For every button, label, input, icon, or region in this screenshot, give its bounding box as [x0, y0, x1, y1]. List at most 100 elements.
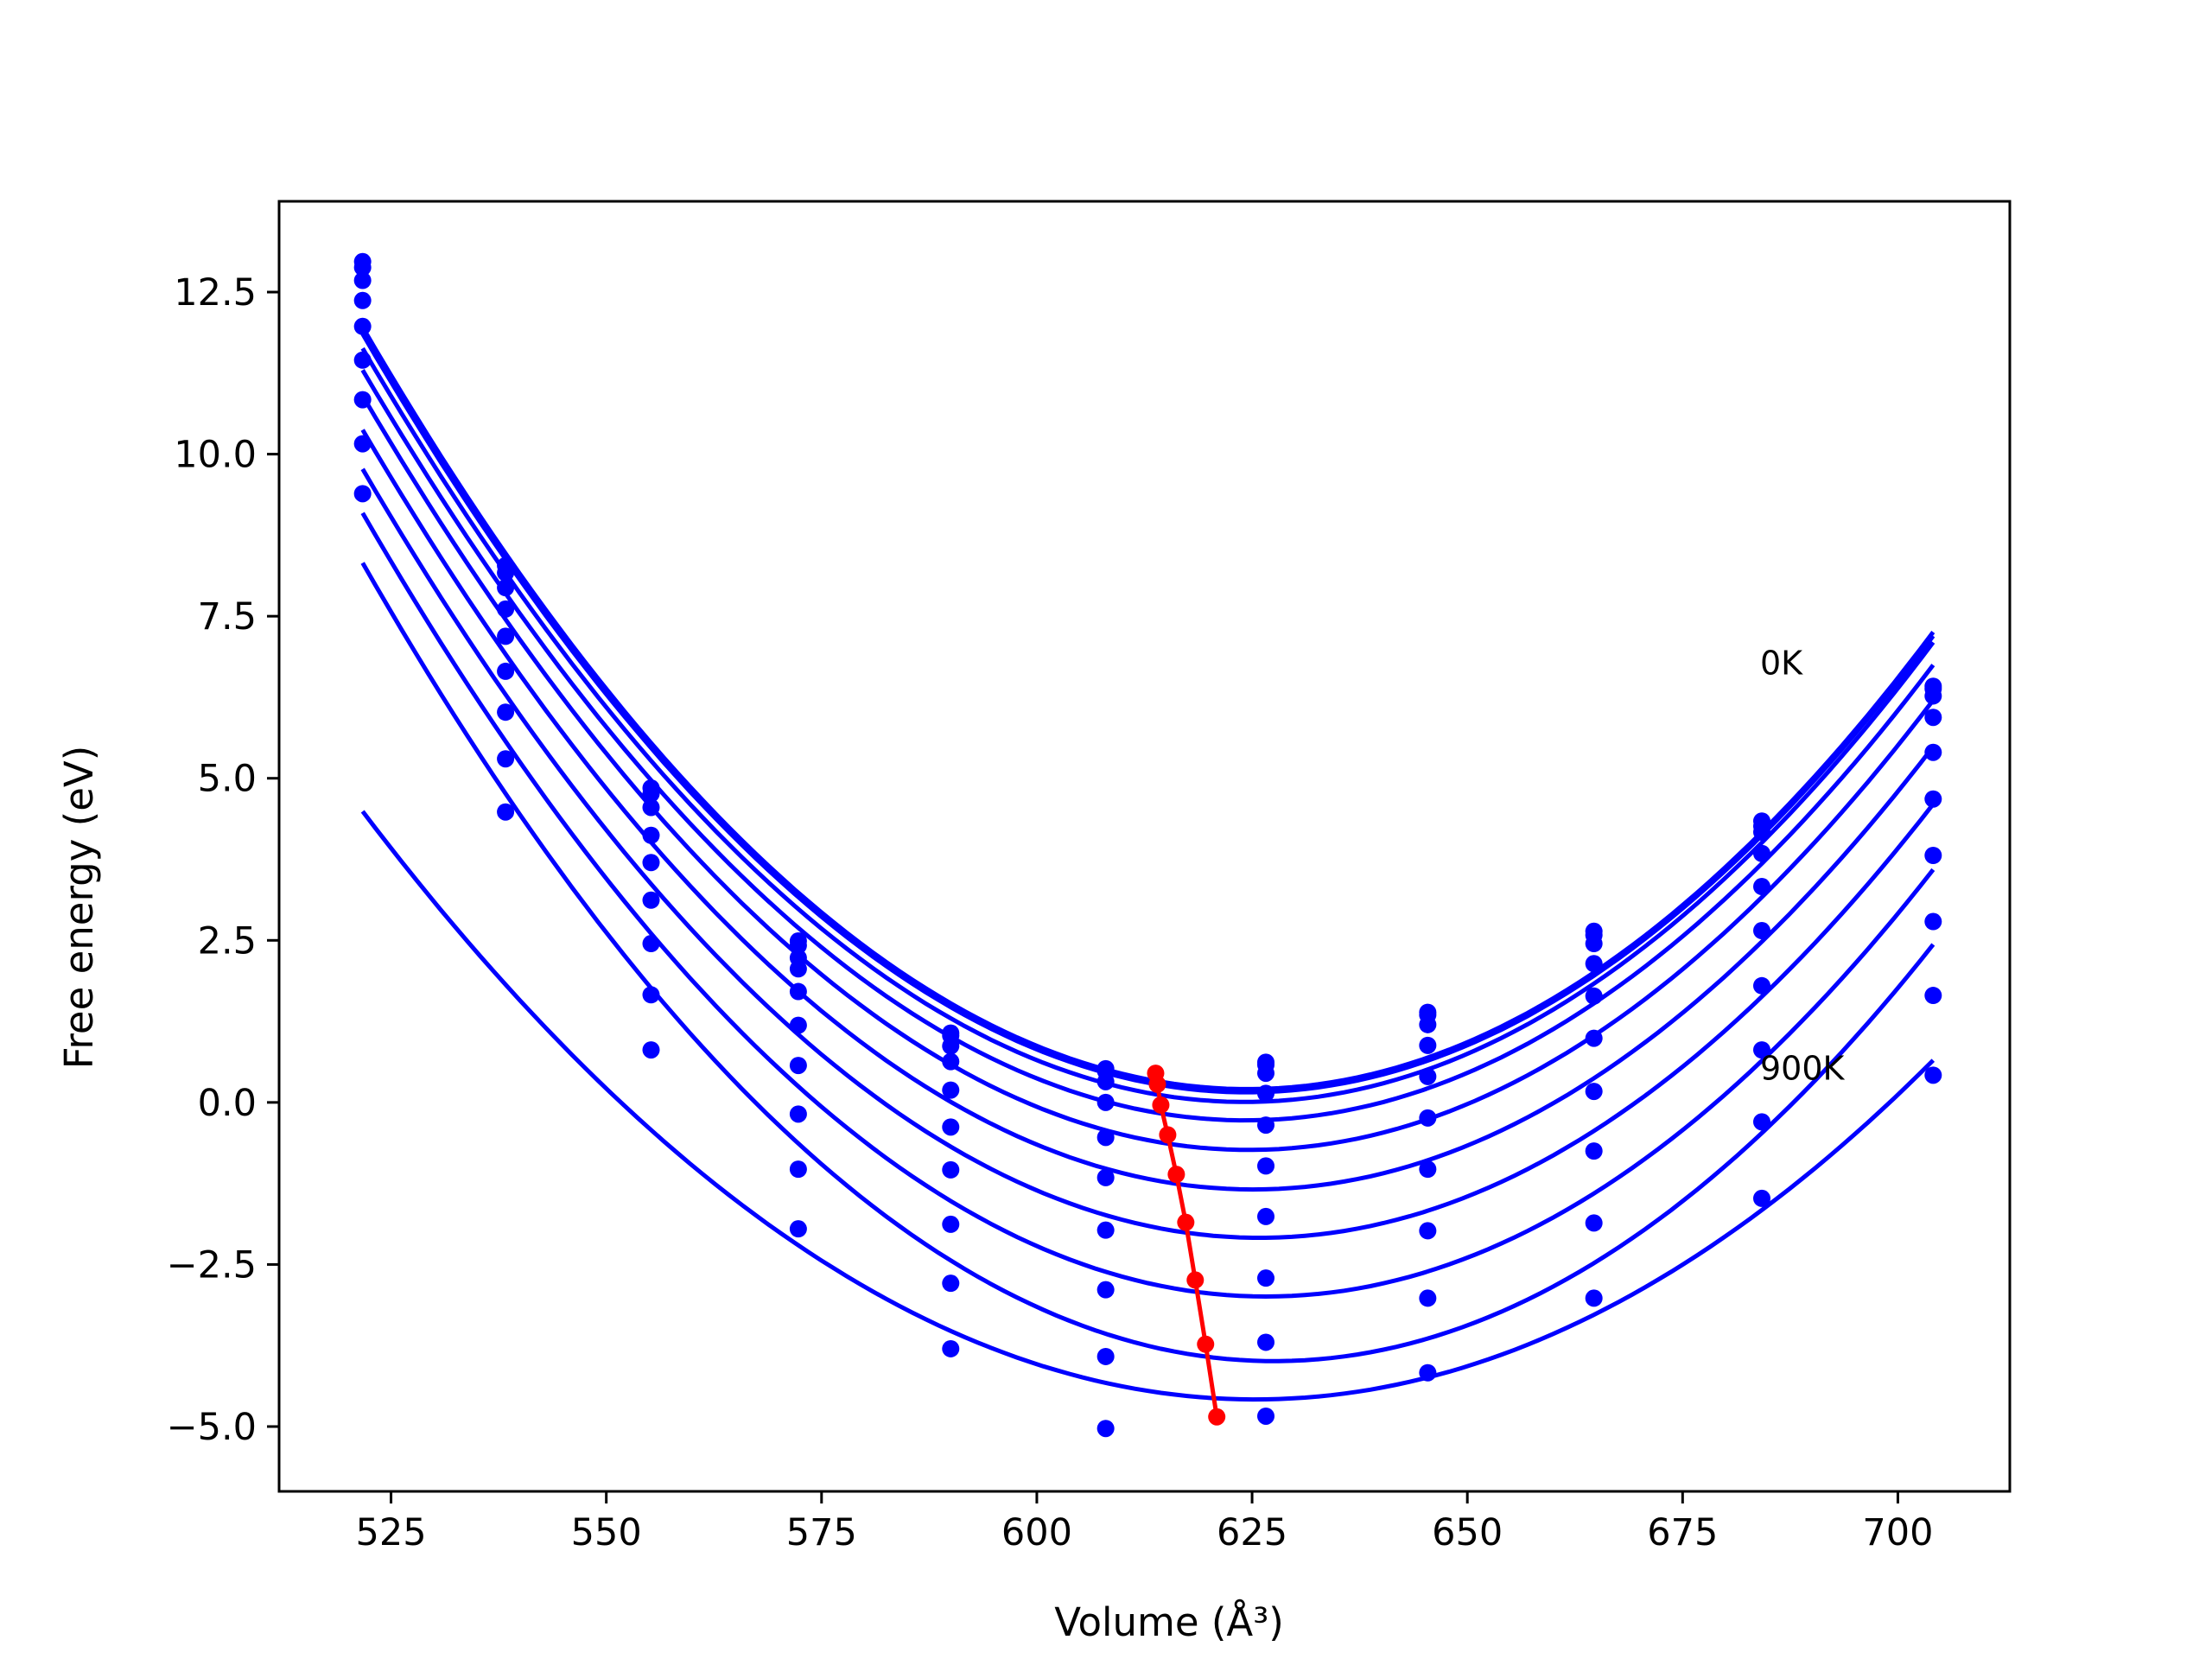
data-point: [1585, 1083, 1603, 1101]
data-point: [1096, 1347, 1115, 1365]
data-point: [1753, 1041, 1771, 1059]
y-tick-label: 12.5: [174, 271, 257, 315]
data-point: [497, 627, 515, 645]
data-point: [1419, 1363, 1437, 1382]
y-tick-label: 0.0: [198, 1082, 257, 1125]
data-point: [942, 1052, 960, 1071]
data-point: [1419, 1289, 1437, 1307]
equilibrium-point: [1186, 1271, 1205, 1289]
fit-curve: [360, 369, 1936, 1123]
data-point: [642, 798, 660, 817]
data-point: [942, 1274, 960, 1293]
fit-curve: [360, 512, 1936, 1300]
data-point: [1585, 987, 1603, 1005]
data-point: [1257, 1269, 1275, 1287]
y-tick-label: 7.5: [198, 595, 257, 639]
fit-curve: [360, 810, 1936, 1402]
plot-frame: [277, 200, 2012, 1493]
data-point: [1585, 955, 1603, 973]
data-point: [1753, 922, 1771, 940]
y-tick-label: −2.5: [167, 1243, 257, 1287]
equilibrium-point: [1197, 1335, 1215, 1353]
data-point: [1257, 1407, 1275, 1425]
data-point: [1753, 878, 1771, 896]
data-point: [1585, 1142, 1603, 1160]
data-point: [1753, 976, 1771, 995]
x-tick-label: 625: [1217, 1511, 1287, 1554]
x-tick-label: 525: [356, 1511, 427, 1554]
data-point: [1419, 1160, 1437, 1179]
data-point: [1585, 1289, 1603, 1307]
x-tick-label: 675: [1647, 1511, 1718, 1554]
y-axis-ticks: −5.0 −2.5 0.0 2.5 5.0 7.5 10.0 12.5: [167, 271, 279, 1449]
data-point: [1257, 1333, 1275, 1351]
data-point: [1753, 823, 1771, 841]
data-point: [789, 1160, 807, 1179]
x-tick-label: 575: [786, 1511, 857, 1554]
equilibrium-line: [1147, 1065, 1226, 1426]
data-point: [1753, 1113, 1771, 1131]
fit-curve: [360, 326, 1936, 1091]
data-point: [1924, 847, 1942, 865]
data-point: [1585, 1214, 1603, 1232]
data-points: [353, 252, 1942, 1438]
data-point: [353, 435, 372, 453]
fit-curve: [360, 346, 1936, 1104]
data-point: [1585, 1029, 1603, 1047]
annotation-label: 0K: [1760, 645, 1803, 683]
equilibrium-point: [1208, 1408, 1226, 1426]
y-tick-label: 5.0: [198, 758, 257, 801]
equilibrium-point: [1167, 1166, 1185, 1184]
data-point: [497, 662, 515, 680]
data-point: [1096, 1420, 1115, 1438]
equilibrium-point: [1177, 1213, 1195, 1231]
data-point: [942, 1037, 960, 1055]
x-tick-label: 650: [1432, 1511, 1503, 1554]
data-point: [353, 271, 372, 289]
annotation-label: 900K: [1760, 1050, 1846, 1088]
data-point: [789, 982, 807, 1001]
data-point: [1096, 1168, 1115, 1186]
data-point: [497, 750, 515, 768]
data-point: [1924, 790, 1942, 808]
data-point: [942, 1215, 960, 1233]
y-tick-label: 2.5: [198, 919, 257, 963]
x-tick-label: 600: [1001, 1511, 1072, 1554]
data-point: [1924, 709, 1942, 727]
data-point: [642, 785, 660, 803]
data-point: [1257, 1065, 1275, 1083]
data-point: [942, 1160, 960, 1179]
data-point: [789, 937, 807, 955]
x-tick-label: 700: [1862, 1511, 1933, 1554]
data-point: [789, 1057, 807, 1075]
data-point: [353, 391, 372, 409]
data-point: [497, 803, 515, 821]
data-point: [1257, 1207, 1275, 1225]
data-point: [942, 1081, 960, 1099]
data-point: [353, 291, 372, 309]
data-point: [1753, 844, 1771, 862]
y-tick-label: 10.0: [174, 434, 257, 477]
equilibrium-point: [1148, 1075, 1166, 1093]
x-axis-ticks: 525 550 575 600 625 650 675 700: [356, 1491, 1933, 1554]
data-point: [497, 579, 515, 597]
fit-curve: [360, 333, 1936, 1095]
y-tick-label: −5.0: [167, 1406, 257, 1449]
fit-curve: [360, 562, 1936, 1363]
data-point: [642, 891, 660, 909]
data-point: [1419, 1015, 1437, 1033]
y-axis-label: Free energy (eV): [56, 746, 102, 1069]
data-point: [642, 1041, 660, 1059]
data-point: [789, 1220, 807, 1238]
data-point: [942, 1118, 960, 1136]
data-point: [1419, 1222, 1437, 1240]
data-point: [353, 258, 372, 276]
fitted-curves: [360, 326, 1936, 1402]
data-point: [353, 351, 372, 369]
data-point: [642, 854, 660, 872]
data-point: [1257, 1157, 1275, 1175]
data-point: [497, 703, 515, 721]
equilibrium-path: [1154, 1072, 1219, 1418]
data-point: [789, 960, 807, 978]
